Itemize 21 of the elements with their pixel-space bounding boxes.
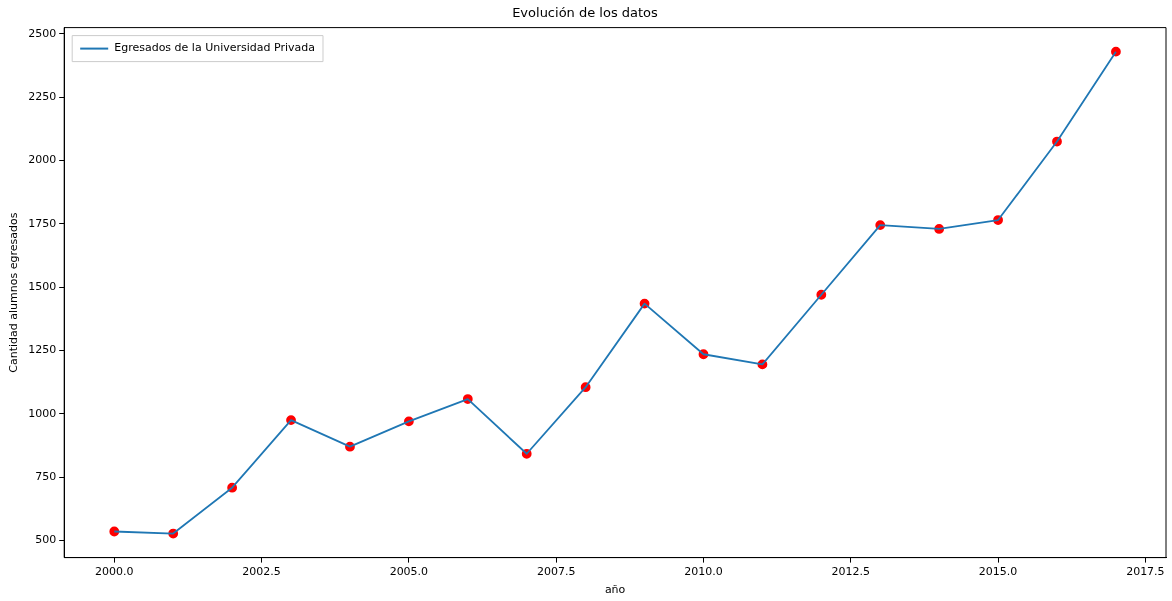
- y-axis-title: Cantidad alumnos egresados: [7, 212, 21, 373]
- x-tick-label: 2000.0: [95, 565, 134, 579]
- x-tick-label: 2010.0: [684, 565, 723, 579]
- x-tick-label: 2007.5: [536, 565, 576, 579]
- y-tick-label: 2250: [28, 90, 57, 104]
- y-tick-label: 1000: [28, 406, 57, 420]
- y-tick-label: 2000: [28, 153, 57, 167]
- x-tick-label: 2002.5: [242, 565, 281, 579]
- y-tick-label: 1750: [28, 216, 57, 230]
- x-tick-label: 2015.0: [978, 565, 1018, 579]
- chart-title: Evolución de los datos: [512, 5, 659, 21]
- legend-label: Egresados de la Universidad Privada: [114, 41, 315, 55]
- y-tick-label: 1250: [28, 343, 57, 357]
- x-tick-label: 2017.5: [1126, 565, 1165, 579]
- x-axis-title: año: [604, 583, 626, 597]
- x-tick-label: 2012.5: [831, 565, 871, 579]
- y-tick-label: 500: [35, 533, 57, 547]
- y-tick-label: 750: [35, 469, 57, 483]
- x-tick-label: 2005.0: [389, 565, 429, 579]
- y-tick-label: 2500: [28, 26, 57, 40]
- y-tick-label: 1500: [28, 280, 57, 294]
